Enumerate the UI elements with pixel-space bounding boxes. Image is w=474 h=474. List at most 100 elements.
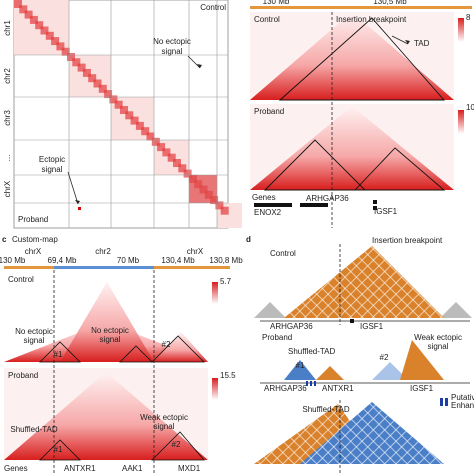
label: No ectopic <box>153 37 191 46</box>
label: Genes <box>4 464 28 473</box>
label: ARHGAP36 <box>306 194 349 203</box>
tad-outline <box>263 139 367 191</box>
diagonal-bin <box>67 53 75 61</box>
tad <box>372 362 408 380</box>
label: No ectopic <box>91 326 129 335</box>
label: 130 Mb <box>0 256 26 265</box>
heatmap <box>250 106 454 190</box>
tad-grid <box>254 402 444 464</box>
label: Shuffled-TAD <box>10 425 58 434</box>
tad <box>400 340 444 380</box>
diagonal-bin <box>104 90 113 99</box>
label: MXD1 <box>178 464 201 473</box>
gene <box>373 206 377 210</box>
label: Enhancers <box>451 401 474 410</box>
label: ANTXR1 <box>322 384 354 393</box>
enhancer <box>445 398 448 406</box>
label: ARHGAP36 <box>264 384 307 393</box>
arrow-head <box>197 64 202 68</box>
diagonal-bin <box>183 169 192 178</box>
gene <box>350 319 354 323</box>
label: 10.3 <box>466 103 474 112</box>
enhancer <box>314 381 316 386</box>
label: Shuffled-TAD <box>302 405 350 414</box>
label: 69,4 Mb <box>48 256 77 265</box>
tad-outline <box>119 345 153 363</box>
diagonal-bin <box>141 127 150 136</box>
label: Weak ectopic <box>140 413 188 422</box>
diagonal-bin <box>51 37 60 46</box>
gene <box>373 200 377 204</box>
diagonal-bin <box>135 121 144 130</box>
arrow-head <box>405 40 410 44</box>
tad-grid <box>284 246 444 318</box>
label: signal <box>100 335 121 344</box>
label: Control <box>254 15 280 24</box>
diagonal-bin <box>77 63 86 72</box>
label: IGSF1 <box>360 322 384 331</box>
label: Weak ectopic <box>414 333 462 342</box>
label: Proband <box>18 215 48 224</box>
diagonal-bin <box>109 95 118 104</box>
diagonal-bin <box>157 143 166 152</box>
heatmap <box>60 282 154 362</box>
diagonal-bin <box>45 31 54 40</box>
label: #2 <box>162 340 171 349</box>
diagonal-bin <box>130 116 139 125</box>
gene <box>300 203 328 207</box>
tad-outline <box>151 431 205 461</box>
diagonal-bin <box>162 148 171 157</box>
diagonal-bin <box>215 201 224 210</box>
label: TAD <box>414 39 430 48</box>
label: Insertion breakpoint <box>336 15 407 24</box>
diagonal-bin <box>146 132 155 141</box>
label: Proband <box>262 333 292 342</box>
diagonal-bin <box>178 164 187 173</box>
tad <box>440 302 472 318</box>
diagonal-bin <box>173 159 181 167</box>
ectopic-dot <box>78 207 81 210</box>
diagonal-bin <box>98 84 107 93</box>
label: Insertion breakpoint <box>372 236 443 245</box>
line <box>391 35 409 45</box>
tad-outline <box>278 17 445 101</box>
chrom-bar <box>54 266 154 269</box>
label: AAK1 <box>122 464 143 473</box>
label: 130,5 Mb <box>373 0 407 6</box>
label: Control <box>8 275 34 284</box>
label: 130 Mb <box>263 0 290 6</box>
chrx-block <box>189 175 217 203</box>
label: 8 <box>466 13 471 22</box>
label: c <box>2 235 7 244</box>
label: IGSF1 <box>410 384 434 393</box>
tad <box>316 366 344 380</box>
diagonal-bin <box>167 153 176 162</box>
label: Ectopic <box>39 155 65 164</box>
diagonal-bin <box>88 74 97 83</box>
label: chrX <box>25 247 42 256</box>
colorbar <box>458 110 464 134</box>
diagonal-bin <box>120 106 128 114</box>
label: Shuffled-TAD <box>288 347 336 356</box>
diagonal-bin <box>19 5 28 14</box>
diagonal-bin <box>220 206 229 215</box>
diagonal-bin <box>35 21 44 30</box>
label: Control <box>270 249 296 258</box>
chrom-label: ... <box>3 155 12 162</box>
label: Putative <box>451 393 474 402</box>
label: 130,8 Mb <box>209 256 243 265</box>
chrom-label: chr1 <box>3 20 12 36</box>
enhancer <box>440 398 443 406</box>
label: signal <box>428 342 449 351</box>
chrom-bar <box>4 266 54 269</box>
diagonal-bin <box>61 47 70 56</box>
label: d <box>246 235 251 244</box>
label: signal <box>154 422 175 431</box>
label: ANTXR1 <box>64 464 96 473</box>
diagonal-bin <box>93 79 102 88</box>
label: #1 <box>54 350 63 359</box>
label: signal <box>24 336 45 345</box>
label: Custom-map <box>12 235 58 244</box>
label: #2 <box>172 440 181 449</box>
